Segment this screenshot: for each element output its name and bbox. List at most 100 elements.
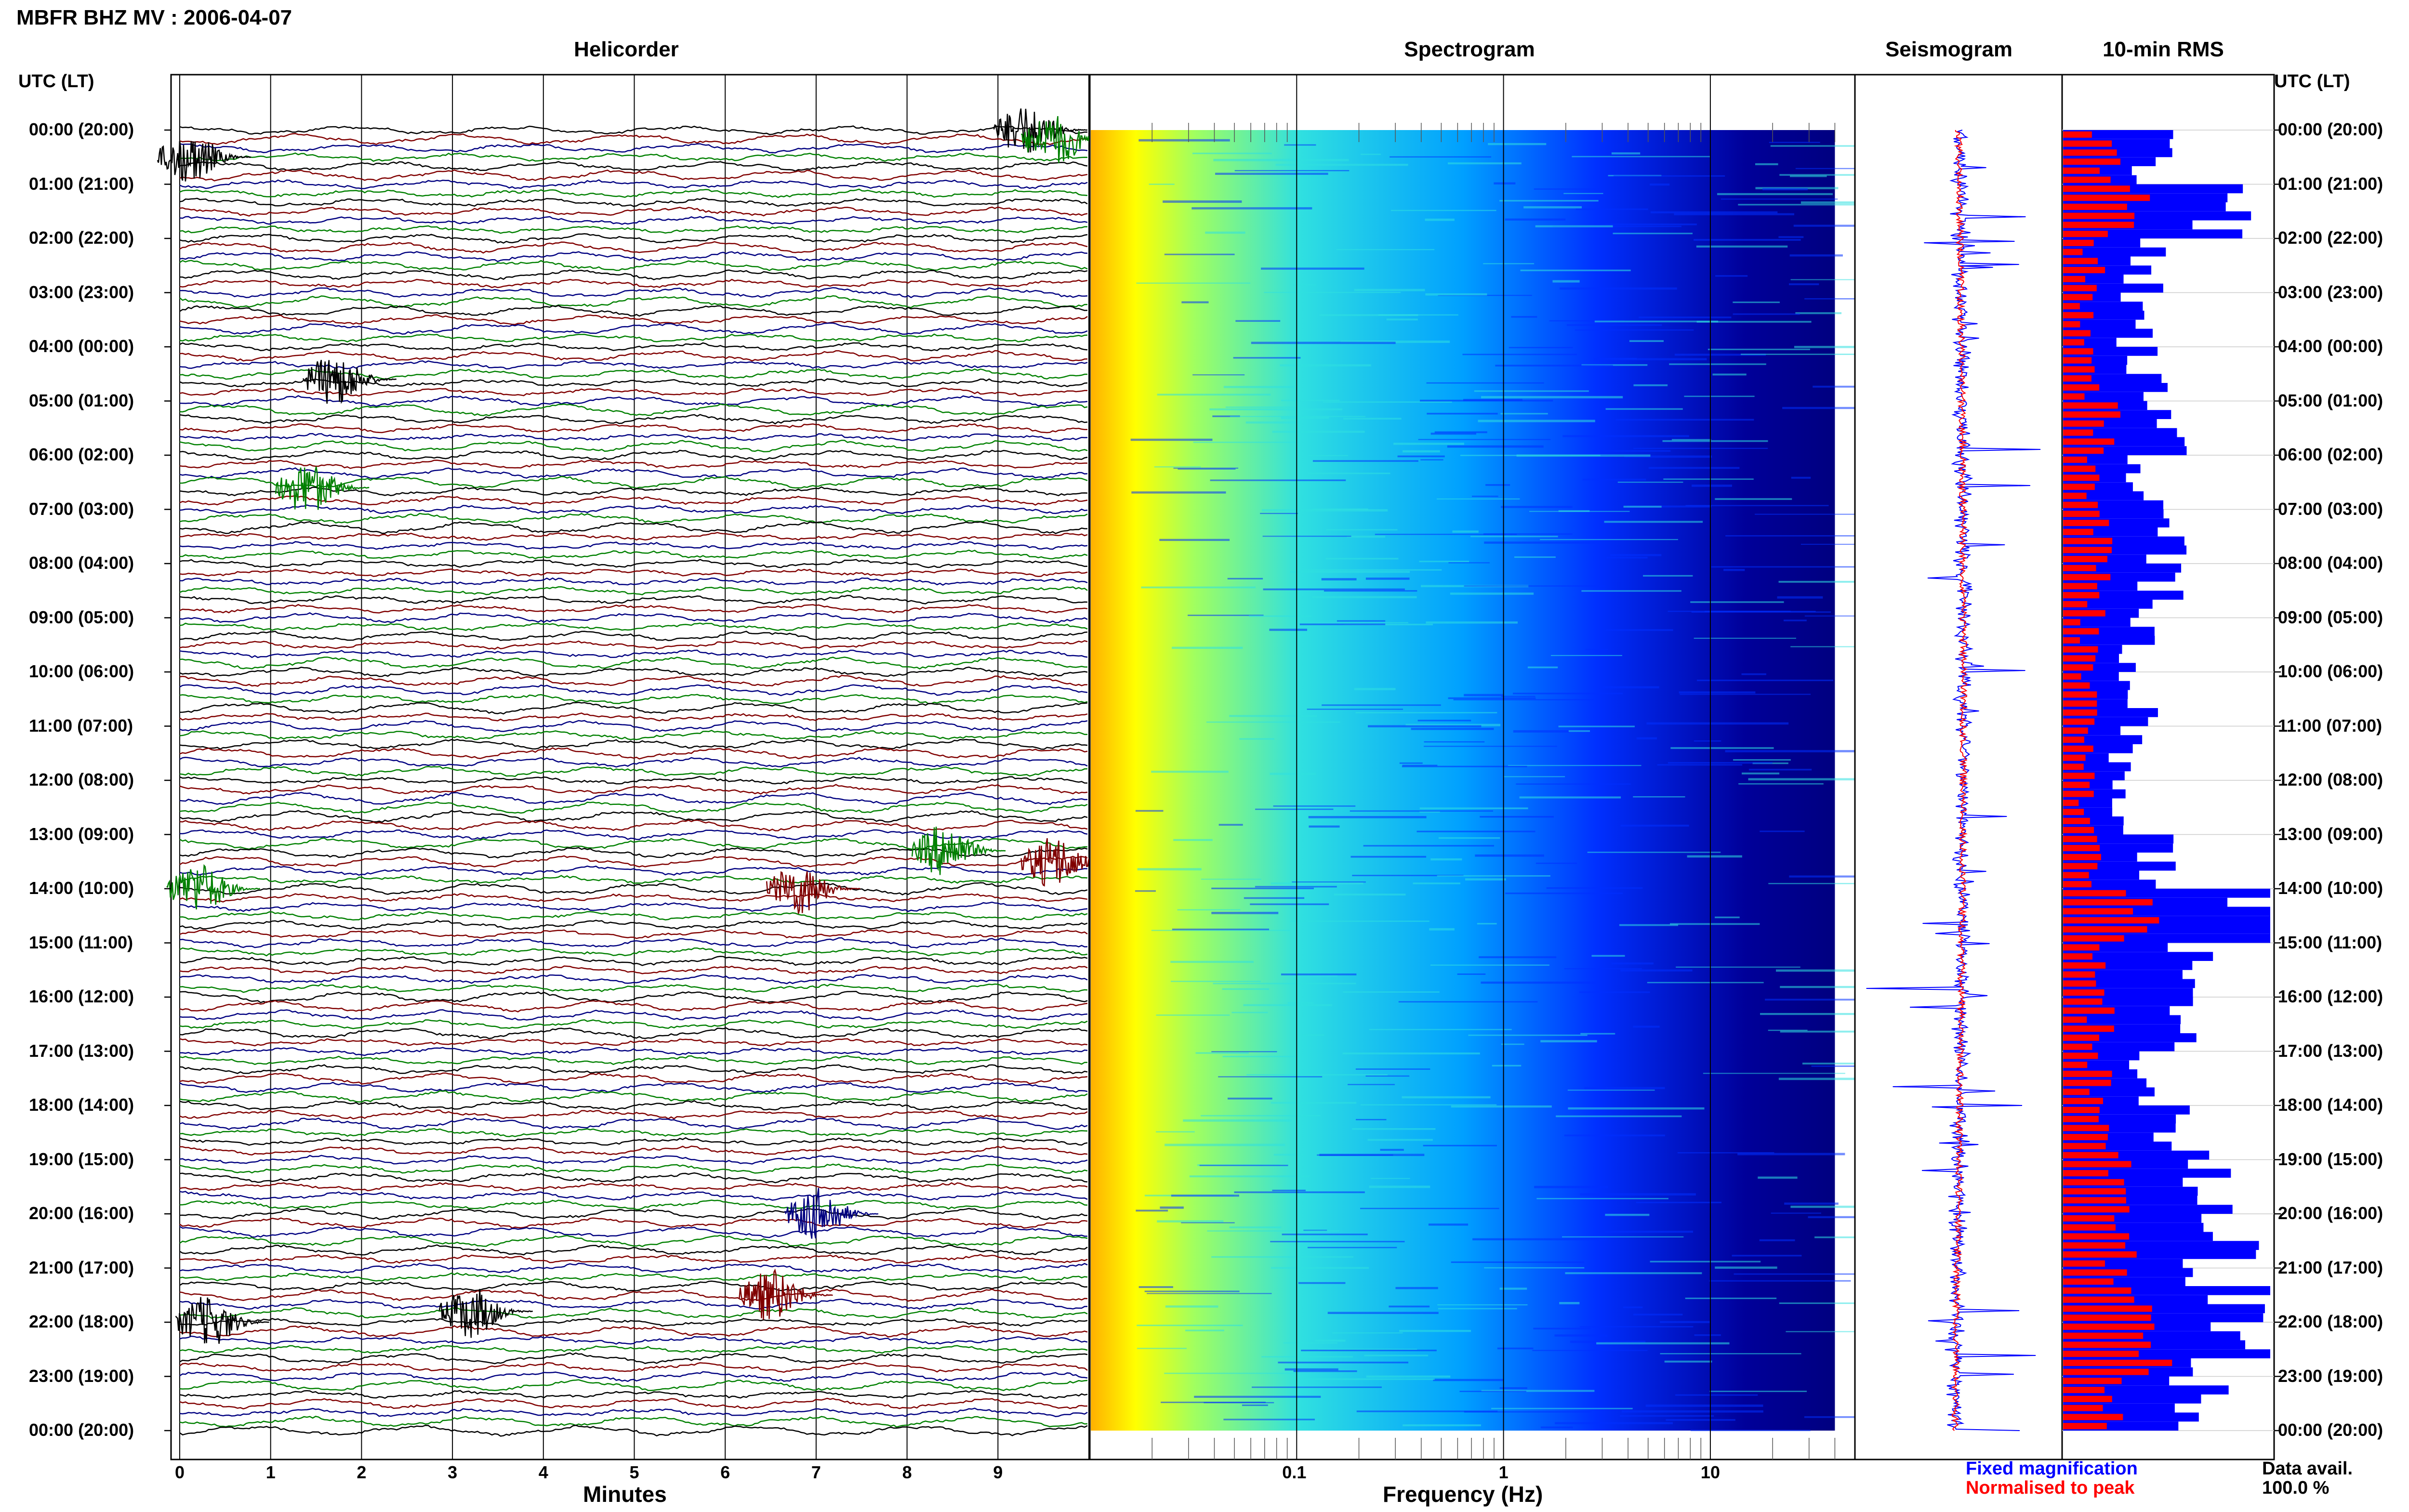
helicorder-trace <box>179 169 1088 182</box>
spectrogram-streak <box>1173 839 1213 841</box>
spectrogram-streak <box>1650 1261 1761 1262</box>
rms-bar-normalised <box>2063 817 2090 824</box>
rms-bar-normalised <box>2063 1016 2087 1023</box>
spectrogram-streak <box>1172 646 1243 649</box>
spectrogram-streak <box>1516 783 1631 785</box>
rms-bar-normalised <box>2063 203 2127 210</box>
helicorder-trace <box>179 1345 1088 1354</box>
spectrogram-streak <box>1768 883 1893 884</box>
time-tick-label: 01:00 (21:00) <box>2278 173 2383 194</box>
spectrogram-streak <box>1762 188 1808 191</box>
spectrogram-streak <box>1425 218 1455 221</box>
spectrogram-streak <box>1403 1424 1481 1427</box>
rms-bar-normalised <box>2063 402 2118 409</box>
spectrogram-streak <box>1430 433 1476 435</box>
helicorder-trace <box>179 1117 1088 1131</box>
spectrogram-streak <box>1771 1212 1821 1214</box>
spectrogram-streak <box>1160 1206 1184 1209</box>
helicorder-trace <box>179 1208 1087 1220</box>
spectrogram-streak <box>1523 206 1582 209</box>
rms-bar-normalised <box>2063 375 2091 382</box>
spectrogram-streak <box>1170 960 1254 963</box>
helicorder-event <box>175 1297 269 1344</box>
spectrogram-streak <box>1136 1210 1168 1212</box>
rms-bar-fixed <box>2063 319 2136 329</box>
spectrogram-streak <box>1721 198 1838 200</box>
time-tick-label: 03:00 (23:00) <box>29 282 134 302</box>
time-tick-label: 12:00 (08:00) <box>2278 770 2383 789</box>
rms-bar-normalised <box>2063 1405 2103 1411</box>
helicorder-trace <box>179 965 1088 974</box>
helicorder-trace <box>179 1307 1088 1319</box>
spectrogram-streak <box>1307 709 1403 710</box>
spectrogram-streak <box>1660 1353 1801 1354</box>
time-tick-label: 05:00 (01:00) <box>2278 390 2383 410</box>
helicorder-trace <box>179 206 1088 217</box>
helicorder-trace <box>179 865 1088 876</box>
spectrogram-streak <box>1668 762 1773 764</box>
spectrogram-streak <box>1627 505 1712 508</box>
spectrogram-streak <box>1229 715 1317 717</box>
spectrogram-streak <box>1426 621 1518 624</box>
spectrogram-streak <box>1755 513 1898 515</box>
helicorder-trace <box>179 730 1088 740</box>
helicorder-trace <box>179 1352 1088 1365</box>
spectrogram-streak <box>1534 1185 1608 1188</box>
spectrogram-streak <box>1249 615 1311 617</box>
spectrogram-streak <box>1603 686 1659 689</box>
rms-bar-normalised <box>2063 1043 2092 1050</box>
seismogram-panel <box>1854 74 2063 1460</box>
spectrogram-streak <box>1453 699 1594 700</box>
spectrogram-streak <box>1675 1394 1758 1396</box>
helicorder-trace <box>179 549 1088 560</box>
time-tick-label: 02:00 (22:00) <box>29 228 134 248</box>
helicorder-trace <box>179 1172 1088 1183</box>
spectrogram-streak <box>1690 1430 1811 1432</box>
spectrogram-streak <box>1261 267 1364 270</box>
spectrogram-streak <box>1389 1305 1430 1308</box>
helicorder-trace <box>179 304 1088 317</box>
spectrogram-streak <box>1181 1222 1235 1223</box>
helicorder-trace <box>179 1072 1088 1085</box>
spectrogram-streak <box>1684 395 1755 397</box>
data-avail-label: Data avail. <box>2262 1459 2353 1479</box>
rms-bar-normalised <box>2063 520 2109 526</box>
spectrogram-streak <box>1707 348 1810 350</box>
spectrogram-streak <box>1709 1391 1807 1392</box>
spectrogram-streak <box>1363 845 1495 847</box>
spectrogram-streak <box>1760 830 1805 832</box>
helicorder-trace <box>179 631 1088 641</box>
spectrogram-streak <box>1484 541 1601 544</box>
spectrogram-streak <box>1303 1230 1327 1231</box>
spectrogram-streak <box>1464 1411 1592 1413</box>
spectrogram-streak <box>1287 1002 1314 1004</box>
spectrogram-streak <box>1215 172 1328 175</box>
time-tick-label: 19:00 (15:00) <box>29 1149 134 1169</box>
spectrogram-streak <box>1703 1073 1845 1074</box>
spectrogram-streak <box>1481 1390 1595 1392</box>
helicorder-trace <box>179 1397 1088 1410</box>
rms-bar-normalised <box>2063 646 2098 653</box>
spectrogram-streak <box>1711 566 1855 568</box>
helicorder-event <box>911 827 1006 875</box>
rms-bar-normalised <box>2063 140 2112 147</box>
helicorder-trace <box>179 269 1088 280</box>
rms-bar-fixed <box>2063 1015 2181 1025</box>
rms-bar-normalised <box>2063 1152 2118 1158</box>
helicorder-trace <box>179 188 1088 198</box>
rms-bar-normalised <box>2063 131 2092 138</box>
spectrogram-streak <box>1343 418 1402 420</box>
time-tick-label: 11:00 (07:00) <box>2278 715 2383 736</box>
spectrogram-streak <box>1738 783 1824 785</box>
spectrogram-streak <box>1157 394 1271 396</box>
helicorder-event <box>166 864 261 910</box>
rms-bar-normalised <box>2063 330 2091 337</box>
spectrogram-streak <box>1715 1266 1777 1269</box>
helicorder-trace <box>179 287 1088 299</box>
helicorder-trace <box>179 152 1088 162</box>
spectrogram-streak <box>1273 1154 1304 1156</box>
spectrogram-streak <box>1181 301 1209 303</box>
spectrogram-streak <box>1264 291 1401 293</box>
spectrogram-streak <box>1178 468 1236 470</box>
spectrogram-streak <box>1360 1208 1499 1210</box>
